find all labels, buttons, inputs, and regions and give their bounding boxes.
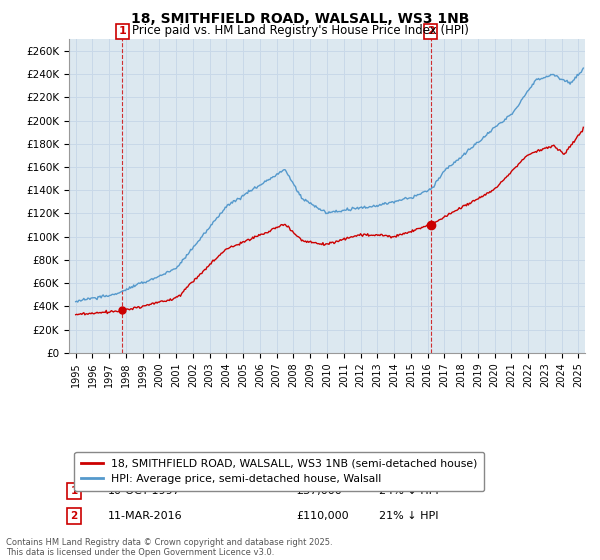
Text: 24% ↓ HPI: 24% ↓ HPI [379,486,438,496]
Text: 18, SMITHFIELD ROAD, WALSALL, WS3 1NB: 18, SMITHFIELD ROAD, WALSALL, WS3 1NB [131,12,469,26]
Text: 21% ↓ HPI: 21% ↓ HPI [379,511,438,521]
Text: 1: 1 [71,486,78,496]
Text: £110,000: £110,000 [296,511,349,521]
Text: 10-OCT-1997: 10-OCT-1997 [108,486,181,496]
Text: £37,000: £37,000 [296,486,342,496]
Legend: 18, SMITHFIELD ROAD, WALSALL, WS3 1NB (semi-detached house), HPI: Average price,: 18, SMITHFIELD ROAD, WALSALL, WS3 1NB (s… [74,452,484,491]
Text: 2: 2 [427,26,434,36]
Text: Contains HM Land Registry data © Crown copyright and database right 2025.
This d: Contains HM Land Registry data © Crown c… [6,538,332,557]
Text: 2: 2 [71,511,78,521]
Text: 11-MAR-2016: 11-MAR-2016 [108,511,182,521]
Text: Price paid vs. HM Land Registry's House Price Index (HPI): Price paid vs. HM Land Registry's House … [131,24,469,36]
Text: 1: 1 [118,26,126,36]
